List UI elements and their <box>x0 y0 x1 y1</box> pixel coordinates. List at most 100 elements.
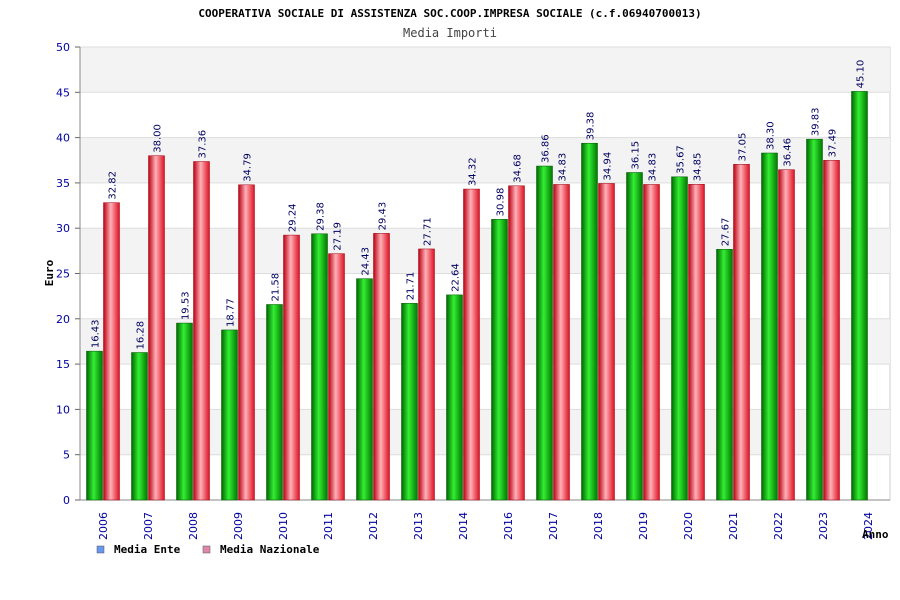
value-label: 29.38 <box>316 202 327 231</box>
value-label: 34.68 <box>513 154 524 183</box>
x-tick-label: 2024 <box>862 512 875 540</box>
value-label: 24.43 <box>361 247 372 276</box>
bar-media-nazionale-2023 <box>823 160 840 501</box>
value-label: 35.67 <box>676 145 687 174</box>
legend-swatch <box>202 545 211 554</box>
value-label: 34.94 <box>603 152 614 181</box>
grid-band <box>80 228 890 274</box>
bar-media-nazionale-2011 <box>328 253 345 501</box>
y-tick-label: 15 <box>56 358 70 371</box>
value-label: 34.83 <box>558 153 569 182</box>
bar-media-ente-2009 <box>221 329 238 501</box>
value-labels: 16.43 32.82 16.28 38.00 19.53 37.36 18.77 34.79… <box>91 60 867 350</box>
bar-media-nazionale-2012 <box>373 233 390 501</box>
grid-band <box>80 47 890 93</box>
y-tick-label: 20 <box>56 313 70 326</box>
bar-media-ente-2014 <box>446 294 463 501</box>
bar-media-ente-2018 <box>581 142 598 501</box>
bar-media-ente-2024 <box>851 91 868 501</box>
y-tick-label: 25 <box>56 268 70 281</box>
value-label: 22.64 <box>451 263 462 292</box>
value-label: 34.83 <box>648 153 659 182</box>
bar-media-nazionale-2013 <box>418 248 435 501</box>
value-label: 30.98 <box>496 188 507 217</box>
x-tick-label: 2019 <box>637 512 650 540</box>
value-label: 29.43 <box>378 202 389 231</box>
x-axis-label: Anno <box>862 528 889 541</box>
value-label: 19.53 <box>181 291 192 320</box>
y-tick-label: 35 <box>56 177 70 190</box>
x-tick-label: 2023 <box>817 512 830 540</box>
bar-media-ente-2017 <box>536 165 553 501</box>
value-label: 39.83 <box>811 107 822 136</box>
x-tick-label: 2008 <box>187 512 200 540</box>
x-tick-label: 2009 <box>232 512 245 540</box>
y-tick-label: 40 <box>56 132 70 145</box>
value-label: 21.58 <box>271 273 282 302</box>
value-label: 27.19 <box>333 222 344 251</box>
grid-band <box>80 137 890 183</box>
bar-media-nazionale-2010 <box>283 234 300 501</box>
value-label: 38.30 <box>766 121 777 150</box>
bar-media-ente-2020 <box>671 176 688 501</box>
bar-media-ente-2016 <box>491 219 508 501</box>
value-label: 34.32 <box>468 157 479 186</box>
bars <box>86 91 868 501</box>
x-tick-label: 2006 <box>97 512 110 540</box>
chart-title: COOPERATIVA SOCIALE DI ASSISTENZA SOC.CO… <box>198 7 701 20</box>
bar-media-ente-2023 <box>806 138 823 501</box>
legend-entry: Media Nazionale <box>220 543 320 556</box>
x-tick-label: 2014 <box>457 512 470 540</box>
x-tick-label: 2012 <box>367 512 380 540</box>
y-tick-label: 30 <box>56 222 70 235</box>
x-tick-label: 2013 <box>412 512 425 540</box>
bar-media-nazionale-2022 <box>778 169 795 501</box>
legend: Media Ente Media Nazionale <box>96 543 320 556</box>
value-label: 18.77 <box>226 298 237 327</box>
value-label: 16.43 <box>91 320 102 349</box>
bar-media-nazionale-2018 <box>598 183 615 501</box>
y-tick-label: 50 <box>56 41 70 54</box>
bar-media-ente-2011 <box>311 233 328 501</box>
x-tick-label: 2018 <box>592 512 605 540</box>
value-label: 37.36 <box>198 130 209 159</box>
x-tick-label: 2022 <box>772 512 785 540</box>
bar-media-ente-2019 <box>626 172 643 501</box>
y-axis-label: Euro <box>43 259 56 286</box>
bar-media-nazionale-2017 <box>553 184 570 501</box>
chart-subtitle: Media Importi <box>403 26 497 40</box>
value-label: 16.28 <box>136 321 147 350</box>
bar-media-ente-2010 <box>266 304 283 501</box>
value-label: 36.15 <box>631 141 642 170</box>
legend-swatch <box>96 545 105 554</box>
value-label: 37.05 <box>738 133 749 162</box>
bar-media-ente-2013 <box>401 303 418 501</box>
value-label: 27.67 <box>721 218 732 247</box>
value-label: 32.82 <box>108 171 119 200</box>
x-tick-label: 2017 <box>547 512 560 540</box>
value-label: 34.85 <box>693 153 704 182</box>
y-tick-label: 45 <box>56 86 70 99</box>
y-tick-label: 0 <box>63 494 70 507</box>
bar-media-nazionale-2016 <box>508 185 525 501</box>
bar-media-ente-2007 <box>131 352 148 501</box>
y-tick-label: 5 <box>63 449 70 462</box>
grid-band <box>80 318 890 365</box>
bar-media-nazionale-2009 <box>238 184 255 501</box>
value-label: 37.49 <box>828 129 839 158</box>
bar-media-ente-2006 <box>86 350 103 501</box>
bar-media-ente-2022 <box>761 152 778 501</box>
y-tick-label: 10 <box>56 403 70 416</box>
value-label: 21.71 <box>406 272 417 301</box>
bar-media-ente-2021 <box>716 249 733 501</box>
bar-media-ente-2008 <box>176 322 193 501</box>
value-label: 27.71 <box>423 217 434 246</box>
value-label: 45.10 <box>856 60 867 89</box>
value-label: 36.46 <box>783 138 794 167</box>
x-axis-ticks: 2006 2007 2008 2009 2010 2011 2012 2013 2014 2016… <box>97 512 875 540</box>
value-label: 34.79 <box>243 153 254 182</box>
bar-media-nazionale-2007 <box>148 155 165 501</box>
bar-media-nazionale-2020 <box>688 184 705 501</box>
bar-media-nazionale-2014 <box>463 188 480 501</box>
